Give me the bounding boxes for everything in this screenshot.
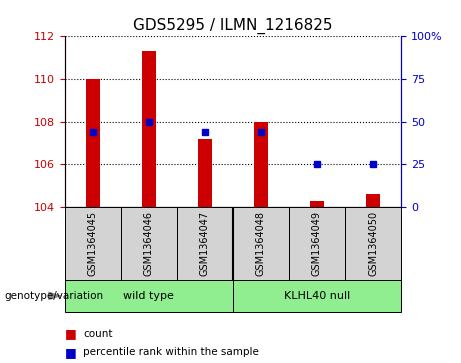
- Bar: [366, 194, 380, 207]
- Bar: [345, 207, 401, 280]
- Bar: [142, 51, 156, 207]
- Text: GSM1364047: GSM1364047: [200, 211, 210, 276]
- Bar: [177, 207, 233, 280]
- Text: GSM1364048: GSM1364048: [256, 211, 266, 276]
- Text: GSM1364049: GSM1364049: [312, 211, 322, 276]
- Text: wild type: wild type: [123, 291, 174, 301]
- Text: ■: ■: [65, 346, 76, 359]
- Text: GSM1364045: GSM1364045: [88, 211, 98, 276]
- Bar: [254, 122, 268, 207]
- Bar: [121, 207, 177, 280]
- Bar: [65, 280, 233, 312]
- Bar: [198, 139, 212, 207]
- Text: GSM1364046: GSM1364046: [144, 211, 154, 276]
- Text: KLHL40 null: KLHL40 null: [284, 291, 350, 301]
- Bar: [233, 280, 401, 312]
- Bar: [233, 207, 289, 280]
- Polygon shape: [48, 291, 62, 300]
- Text: percentile rank within the sample: percentile rank within the sample: [83, 347, 259, 357]
- Bar: [289, 207, 345, 280]
- Text: genotype/variation: genotype/variation: [5, 291, 104, 301]
- Bar: [65, 207, 121, 280]
- Bar: [86, 79, 100, 207]
- Text: ■: ■: [65, 327, 76, 340]
- Bar: [310, 200, 324, 207]
- Text: count: count: [83, 329, 112, 339]
- Text: GSM1364050: GSM1364050: [368, 211, 378, 276]
- Title: GDS5295 / ILMN_1216825: GDS5295 / ILMN_1216825: [133, 17, 332, 33]
